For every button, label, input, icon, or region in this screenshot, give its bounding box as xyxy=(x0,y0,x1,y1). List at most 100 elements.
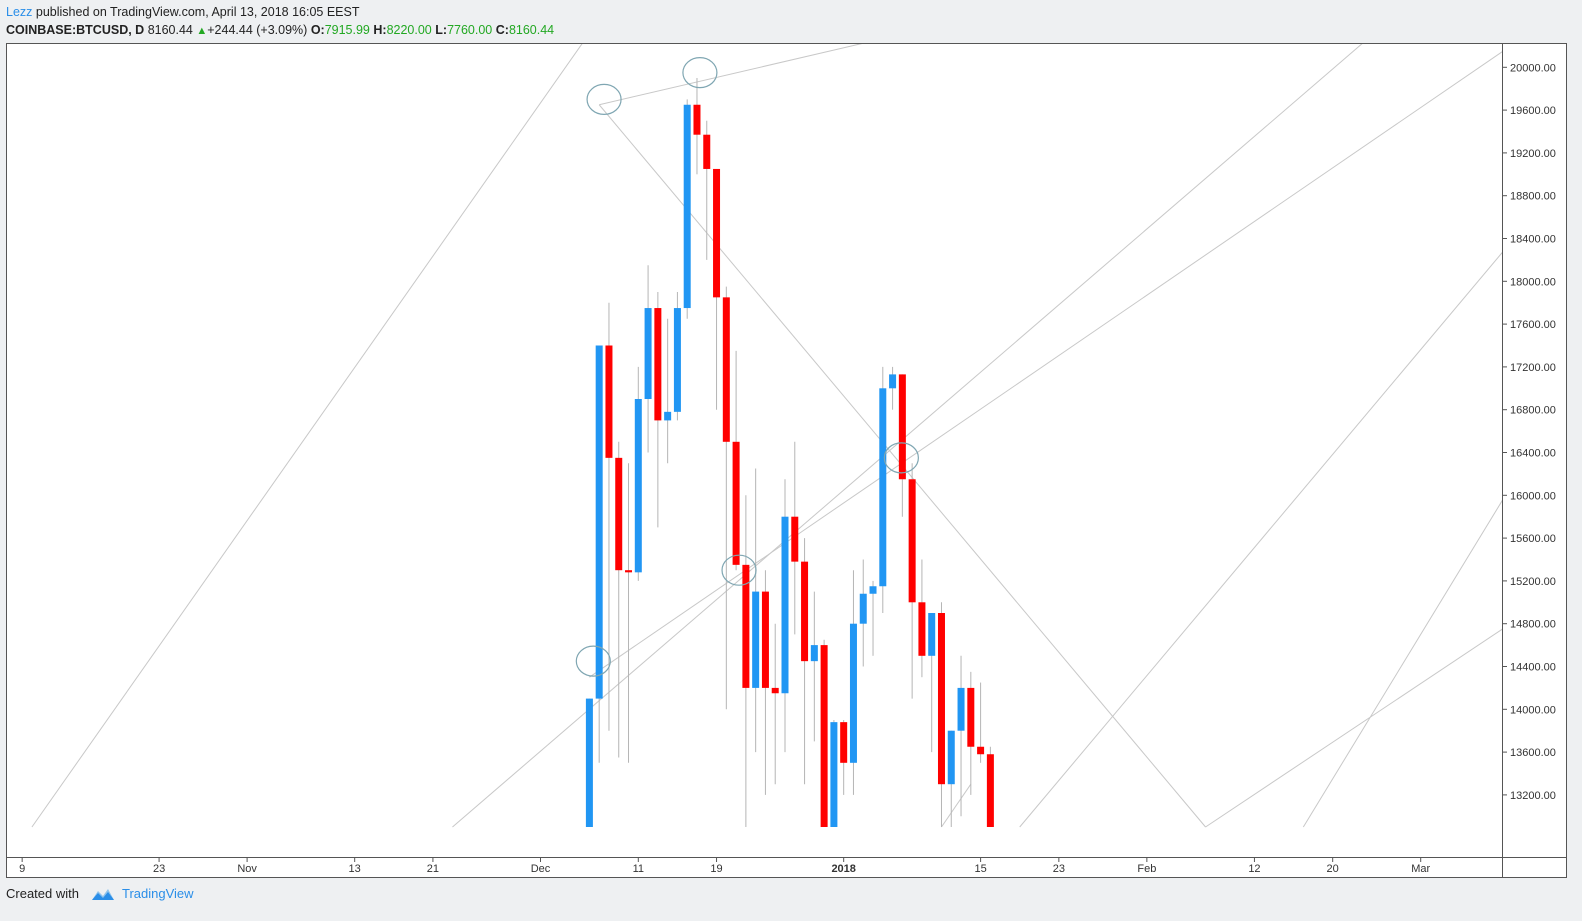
time-tick-label: Mar xyxy=(1411,863,1430,875)
candle-1 xyxy=(595,345,603,763)
candle-10 xyxy=(683,99,691,319)
candle-12 xyxy=(703,120,711,260)
time-axis[interactable]: 9 23 Nov 13 21 Dec 11 19 2018 15 23 Feb 12 20 Mar xyxy=(19,857,1431,875)
time-tick-label: 23 xyxy=(1053,863,1065,875)
candle-body-up xyxy=(849,623,857,763)
candle-13 xyxy=(713,168,721,410)
close-value: 8160.44 xyxy=(508,23,555,37)
candle-26 xyxy=(840,720,848,795)
tradingview-logo-icon[interactable] xyxy=(91,887,115,901)
candle-8 xyxy=(664,318,672,464)
candle-body-up xyxy=(664,411,672,421)
time-tick-label: 21 xyxy=(427,863,439,875)
candle-body-down xyxy=(625,570,633,573)
candle-body-up xyxy=(683,104,691,309)
candle-20 xyxy=(781,479,789,753)
price-tick-label: 16400.00 xyxy=(1510,448,1556,460)
candle-body-down xyxy=(732,441,740,565)
hand-drawn-circle-1 xyxy=(682,57,718,89)
candle-35 xyxy=(928,613,936,753)
candle-body-down xyxy=(615,457,623,571)
candle-body-down xyxy=(761,591,769,688)
candle-body-up xyxy=(585,698,593,827)
candle-25 xyxy=(830,720,838,827)
candle-body-up xyxy=(928,613,936,656)
candle-23 xyxy=(810,591,818,742)
author-link[interactable]: Lezz xyxy=(6,5,33,19)
candle-29 xyxy=(869,580,877,656)
candle-38 xyxy=(957,655,965,817)
low-value: 7760.00 xyxy=(447,23,493,37)
time-tick-label: 20 xyxy=(1327,863,1339,875)
candle-16 xyxy=(742,495,750,827)
candle-body-down xyxy=(693,104,701,135)
candle-39 xyxy=(967,671,975,795)
candle-37 xyxy=(947,730,955,827)
hand-drawn-circle-4 xyxy=(883,442,919,474)
trendline-1 xyxy=(599,44,863,106)
candle-body-down xyxy=(722,297,730,442)
published-text: published on TradingView.com, April 13, … xyxy=(35,5,360,19)
chart-header: Lezz published on TradingView.com, April… xyxy=(6,3,1566,41)
candle-2 xyxy=(605,302,613,731)
candle-19 xyxy=(771,623,779,785)
candle-36 xyxy=(937,602,945,827)
candle-9 xyxy=(673,292,681,421)
candle-body-down xyxy=(986,754,994,827)
candle-30 xyxy=(879,366,887,613)
time-tick-label: 12 xyxy=(1248,863,1260,875)
candle-body-down xyxy=(918,602,926,656)
candle-body-down xyxy=(820,645,828,827)
candle-31 xyxy=(889,366,897,410)
candle-body-up xyxy=(634,399,642,573)
hand-drawn-circle-3 xyxy=(721,554,757,586)
candle-40 xyxy=(977,682,985,763)
candle-body-up xyxy=(869,586,877,594)
candle-28 xyxy=(859,559,867,667)
price-tick-label: 14800.00 xyxy=(1510,619,1556,631)
price-tick-label: 15600.00 xyxy=(1510,533,1556,545)
candle-21 xyxy=(791,441,799,635)
candle-6 xyxy=(644,265,652,453)
trendline-6 xyxy=(1302,500,1502,828)
candle-body-down xyxy=(977,746,985,755)
high-value: 8220.00 xyxy=(386,23,432,37)
hand-drawn-circle-0 xyxy=(586,83,622,116)
plot-area[interactable] xyxy=(31,43,1519,828)
candle-34 xyxy=(918,559,926,678)
candle-41 xyxy=(986,746,994,827)
price-axis[interactable]: 20400.0020000.0019600.0019200.0018800.00… xyxy=(1502,43,1556,802)
candle-body-up xyxy=(859,593,867,624)
symbol-label: COINBASE:BTCUSD, D xyxy=(6,23,145,37)
price-change: +244.44 (+3.09%) xyxy=(207,23,308,37)
price-tick-label: 19200.00 xyxy=(1510,148,1556,160)
price-chart[interactable]: 20400.0020000.0019600.0019200.0018800.00… xyxy=(6,43,1567,878)
trendline-0 xyxy=(31,44,583,828)
candle-body-down xyxy=(713,168,721,298)
candle-0 xyxy=(585,698,593,827)
candle-body-down xyxy=(605,345,613,458)
candle-24 xyxy=(820,639,828,827)
candle-body-up xyxy=(595,345,603,699)
candle-body-down xyxy=(840,722,848,763)
time-tick-label: 9 xyxy=(19,863,25,875)
time-tick-label: Feb xyxy=(1137,863,1156,875)
candle-18 xyxy=(761,570,769,795)
price-tick-label: 17200.00 xyxy=(1510,362,1556,374)
price-tick-label: 18400.00 xyxy=(1510,234,1556,246)
candle-body-down xyxy=(703,134,711,169)
candle-11 xyxy=(693,78,701,175)
time-tick-label: 11 xyxy=(633,863,644,875)
candle-14 xyxy=(722,286,730,710)
candle-7 xyxy=(654,292,662,528)
publish-info: Lezz published on TradingView.com, April… xyxy=(6,5,359,19)
price-tick-label: 17600.00 xyxy=(1510,319,1556,331)
trendline-4 xyxy=(452,44,1363,828)
created-with-text: Created with xyxy=(6,886,79,901)
candle-15 xyxy=(732,350,740,571)
tradingview-link[interactable]: TradingView xyxy=(122,886,194,901)
candle-body-up xyxy=(673,308,681,412)
candle-32 xyxy=(898,374,906,517)
time-tick-label: 2018 xyxy=(831,863,855,875)
price-tick-label: 16800.00 xyxy=(1510,405,1556,417)
